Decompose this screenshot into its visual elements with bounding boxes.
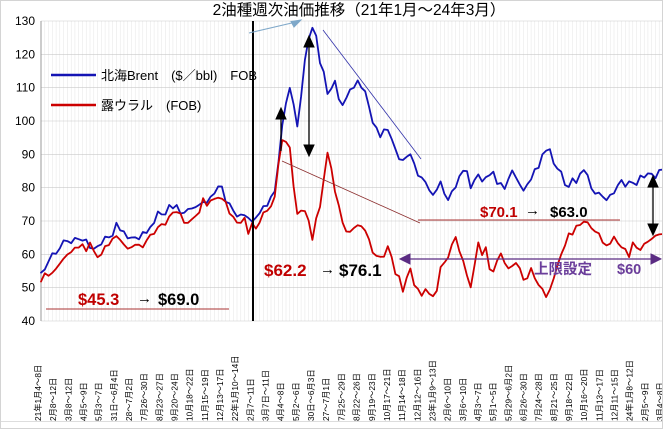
svg-text:21年1月4〜8日: 21年1月4〜8日 bbox=[33, 365, 43, 421]
svg-text:9月18〜22日: 9月18〜22日 bbox=[564, 373, 574, 421]
svg-text:$70.1: $70.1 bbox=[480, 204, 518, 221]
svg-text:10月17〜21日: 10月17〜21日 bbox=[382, 368, 392, 421]
svg-text:$63.0: $63.0 bbox=[550, 204, 588, 221]
svg-text:12月11〜15日: 12月11〜15日 bbox=[610, 369, 620, 421]
svg-text:3月7日〜11日: 3月7日〜11日 bbox=[261, 370, 271, 421]
svg-text:31日〜6月4日: 31日〜6月4日 bbox=[109, 369, 119, 421]
svg-text:2月5〜9日: 2月5〜9日 bbox=[640, 382, 650, 421]
svg-text:露ウラル (FOB): 露ウラル (FOB) bbox=[101, 98, 201, 113]
svg-text:3月4〜8日: 3月4〜8日 bbox=[655, 382, 663, 421]
svg-text:3月8〜12日: 3月8〜12日 bbox=[63, 378, 73, 421]
svg-text:$69.0: $69.0 bbox=[158, 291, 199, 309]
svg-text:8月22〜26日: 8月22〜26日 bbox=[352, 373, 362, 421]
svg-text:10月18〜22日: 10月18〜22日 bbox=[185, 368, 195, 421]
svg-text:→: → bbox=[137, 290, 152, 307]
svg-text:8月23〜27日: 8月23〜27日 bbox=[154, 373, 164, 421]
svg-text:40: 40 bbox=[22, 314, 36, 328]
svg-text:9月20〜24日: 9月20〜24日 bbox=[170, 373, 180, 421]
svg-text:24年1月8〜12日: 24年1月8〜12日 bbox=[625, 360, 635, 421]
svg-text:11月13〜17日: 11月13〜17日 bbox=[594, 369, 604, 421]
svg-text:4月4〜8日: 4月4〜8日 bbox=[276, 382, 286, 421]
svg-text:5月2〜6日: 5月2〜6日 bbox=[291, 382, 301, 421]
svg-text:$76.1: $76.1 bbox=[339, 261, 382, 280]
svg-text:12月13〜17日: 12月13〜17日 bbox=[215, 368, 225, 421]
svg-text:5月3〜7日: 5月3〜7日 bbox=[94, 382, 104, 421]
svg-text:11月15〜19日: 11月15〜19日 bbox=[200, 369, 210, 421]
svg-text:4月5〜9日: 4月5〜9日 bbox=[79, 382, 89, 421]
svg-text:30日〜6月3日: 30日〜6月3日 bbox=[306, 369, 316, 421]
svg-text:北海Brent ($／bbl) FOB: 北海Brent ($／bbl) FOB bbox=[101, 68, 257, 83]
svg-text:50: 50 bbox=[22, 281, 36, 295]
svg-text:2月7〜11日: 2月7〜11日 bbox=[245, 378, 255, 421]
svg-text:2月8〜12日: 2月8〜12日 bbox=[48, 378, 58, 421]
svg-text:$60: $60 bbox=[617, 262, 641, 278]
svg-text:130: 130 bbox=[15, 14, 35, 28]
svg-text:→: → bbox=[525, 202, 540, 219]
svg-text:2油種週次油価推移（21年1月〜24年3月）: 2油種週次油価推移（21年1月〜24年3月） bbox=[213, 1, 506, 19]
svg-text:→: → bbox=[320, 261, 335, 278]
svg-text:上限設定: 上限設定 bbox=[534, 261, 592, 278]
svg-text:9月19〜23日: 9月19〜23日 bbox=[367, 373, 377, 421]
svg-text:70: 70 bbox=[22, 214, 36, 228]
svg-text:5月1〜5日: 5月1〜5日 bbox=[488, 382, 498, 421]
svg-text:80: 80 bbox=[22, 181, 36, 195]
svg-text:90: 90 bbox=[22, 147, 36, 161]
svg-text:6月26〜30日: 6月26〜30日 bbox=[519, 373, 529, 421]
svg-text:5月29〜6月2日: 5月29〜6月2日 bbox=[503, 365, 513, 421]
svg-text:4月3〜7日: 4月3〜7日 bbox=[473, 382, 483, 421]
svg-text:$62.2: $62.2 bbox=[264, 261, 307, 280]
svg-text:23年1月9〜13日: 23年1月9〜13日 bbox=[427, 360, 437, 421]
svg-text:2月6〜10日: 2月6〜10日 bbox=[443, 378, 453, 421]
svg-text:22年1月10〜14日: 22年1月10〜14日 bbox=[230, 356, 240, 422]
svg-text:$45.3: $45.3 bbox=[78, 291, 119, 309]
svg-text:7月24〜28日: 7月24〜28日 bbox=[534, 373, 544, 421]
svg-text:100: 100 bbox=[15, 114, 35, 128]
svg-text:10月16〜20日: 10月16〜20日 bbox=[579, 368, 589, 421]
svg-text:27〜7月1日: 27〜7月1日 bbox=[321, 378, 331, 421]
svg-text:120: 120 bbox=[15, 47, 35, 61]
svg-text:7月26〜30日: 7月26〜30日 bbox=[139, 373, 149, 421]
svg-text:11月14〜18日: 11月14〜18日 bbox=[397, 369, 407, 421]
svg-text:8月21〜25日: 8月21〜25日 bbox=[549, 373, 559, 421]
svg-text:60: 60 bbox=[22, 247, 36, 261]
svg-text:28〜7月2日: 28〜7月2日 bbox=[124, 378, 134, 421]
svg-text:110: 110 bbox=[16, 81, 35, 95]
svg-text:12月12〜16日: 12月12〜16日 bbox=[412, 368, 422, 421]
svg-text:3月6〜10日: 3月6〜10日 bbox=[458, 378, 468, 421]
svg-text:7月25〜29日: 7月25〜29日 bbox=[336, 373, 346, 421]
